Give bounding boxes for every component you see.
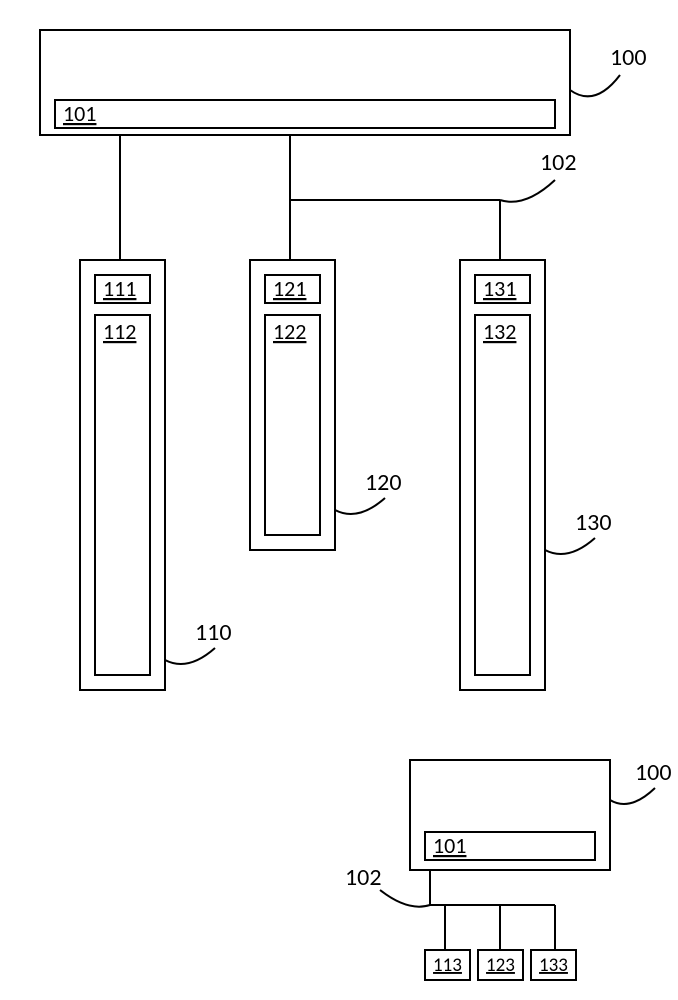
label-113: 113: [433, 954, 462, 977]
block-100-top: [40, 30, 570, 135]
svg-text:120: 120: [365, 468, 402, 497]
svg-text:100: 100: [635, 758, 672, 787]
label-101-bottom: 101: [433, 832, 466, 859]
label-131: 131: [483, 275, 516, 302]
svg-text:102: 102: [345, 863, 382, 892]
label-121: 121: [273, 275, 306, 302]
svg-text:102: 102: [540, 148, 577, 177]
block-122: [265, 315, 320, 535]
block-112: [95, 315, 150, 675]
svg-text:130: 130: [575, 508, 612, 537]
svg-text:100: 100: [610, 43, 647, 72]
label-132: 132: [483, 318, 516, 345]
label-123: 123: [486, 954, 515, 977]
svg-text:110: 110: [195, 618, 232, 647]
label-133: 133: [539, 954, 568, 977]
block-132: [475, 315, 530, 675]
label-112: 112: [103, 318, 136, 345]
label-122: 122: [273, 318, 306, 345]
label-101-top: 101: [63, 100, 96, 127]
block-101-top: [55, 100, 555, 128]
label-111: 111: [103, 275, 136, 302]
